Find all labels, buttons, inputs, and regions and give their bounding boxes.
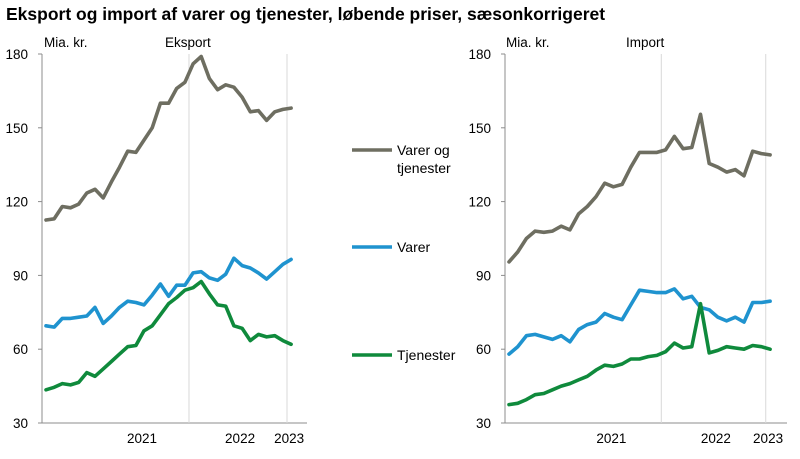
import-panel-title: Import bbox=[626, 35, 665, 50]
export-series-varer-og-tjenester bbox=[44, 54, 293, 222]
legend: Varer og tjenester Varer Tjenester bbox=[352, 142, 456, 363]
import-series-tjenester bbox=[507, 301, 772, 407]
y-tick-label: 30 bbox=[476, 416, 491, 431]
export-chart-panel: 30 60 90 120 150 180 2021 2022 2023 Mia. kr. Ekspo… bbox=[5, 35, 307, 446]
import-series-varer bbox=[507, 287, 772, 356]
legend-label-varer-og-tjenester: Varer og tjenester bbox=[397, 142, 451, 176]
y-tick-label: 180 bbox=[5, 47, 28, 62]
import-chart-panel: 30 60 90 120 150 180 2021 2022 2023 Mia. kr. Impor… bbox=[468, 35, 787, 446]
y-tick-label: 60 bbox=[13, 342, 28, 357]
legend-label-varer: Varer bbox=[397, 239, 431, 255]
y-axis-unit-label: Mia. kr. bbox=[506, 35, 550, 50]
y-tick-label: 90 bbox=[13, 268, 28, 283]
export-series-tjenester bbox=[44, 279, 293, 392]
legend-label-tjenester: Tjenester bbox=[397, 347, 456, 363]
y-tick-label: 120 bbox=[5, 195, 28, 210]
x-tick-label: 2022 bbox=[225, 431, 255, 446]
x-tick-label: 2022 bbox=[701, 431, 731, 446]
x-tick-label: 2021 bbox=[596, 431, 626, 446]
y-tick-label: 120 bbox=[468, 195, 491, 210]
y-tick-label: 90 bbox=[476, 268, 491, 283]
x-tick-label: 2023 bbox=[753, 431, 783, 446]
y-tick-label: 180 bbox=[468, 47, 491, 62]
export-panel-title: Eksport bbox=[165, 35, 211, 50]
y-axis-unit-label: Mia. kr. bbox=[44, 35, 88, 50]
x-tick-label: 2023 bbox=[274, 431, 304, 446]
y-tick-label: 150 bbox=[468, 121, 491, 136]
import-series-varer-og-tjenester bbox=[507, 112, 772, 264]
x-tick-label: 2021 bbox=[127, 431, 157, 446]
page-title: Eksport og import af varer og tjenester,… bbox=[6, 4, 606, 24]
y-tick-label: 150 bbox=[5, 121, 28, 136]
export-series-varer bbox=[44, 256, 293, 329]
y-tick-label: 60 bbox=[476, 342, 491, 357]
y-tick-label: 30 bbox=[13, 416, 28, 431]
